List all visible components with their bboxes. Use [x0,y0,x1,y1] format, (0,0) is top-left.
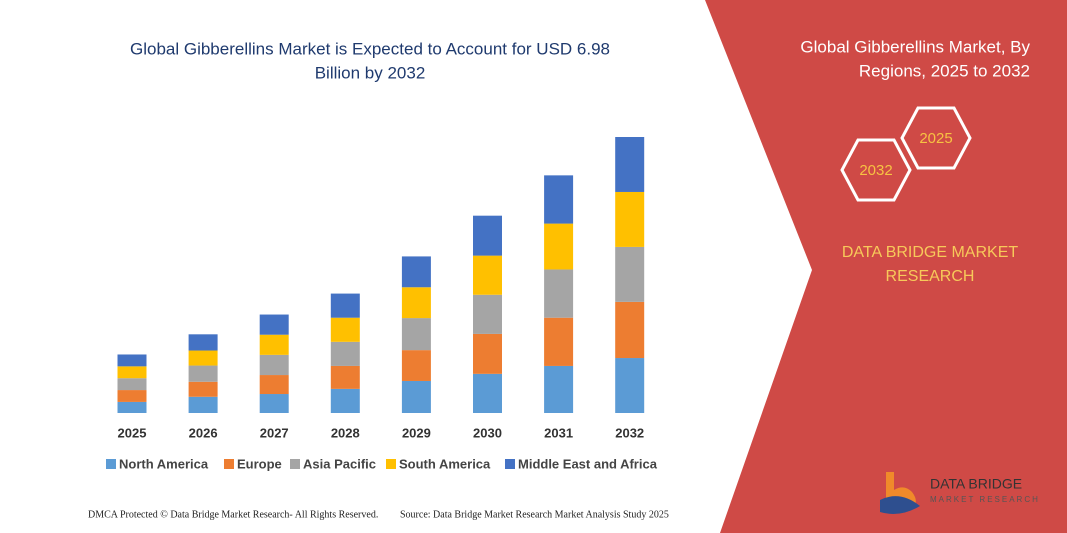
legend-swatch [290,459,300,469]
x-tick-label: 2026 [189,425,218,440]
bar-segment [473,373,502,413]
bar-segment [615,358,645,413]
legend-label: South America [399,456,491,471]
bar-segment [544,223,574,270]
x-tick-label: 2032 [615,425,644,440]
x-tick-label: 2028 [331,425,360,440]
logo-tagline: MARKET RESEARCH [930,495,1040,504]
bar-segment [259,394,289,413]
bar-segment [188,334,218,351]
bar-segment [473,215,502,256]
hex-label: 2032 [859,162,892,179]
legend-swatch [224,459,234,469]
title: Global Gibberellins Market is Expected t… [130,39,610,58]
bar-segment [615,246,645,302]
legend-label: Europe [237,456,282,471]
legend-swatch [386,459,396,469]
legend-label: North America [119,456,209,471]
footer: Source: Data Bridge Market Research Mark… [400,509,669,520]
legend-label: Asia Pacific [303,456,376,471]
hex-label: 2025 [919,130,952,147]
x-tick-label: 2031 [544,425,573,440]
footer: DMCA Protected © Data Bridge Market Rese… [88,509,378,520]
legend-label: Middle East and Africa [518,456,658,471]
bar-segment [615,191,645,247]
bar-segment [117,378,147,391]
bar-segment [188,381,218,397]
side-panel [705,0,1067,533]
bar-segment [330,293,360,318]
brand: RESEARCH [886,268,975,285]
logo-name: DATA BRIDGE [930,476,1022,492]
legend-swatch [505,459,515,469]
bar-segment [473,255,502,295]
bar-segment [259,375,289,395]
logo [880,472,920,514]
bar-segment [259,314,289,335]
bar-segment [330,365,360,389]
bar-segment [330,388,360,413]
bar-segment [544,175,574,224]
bar-segment [117,354,147,367]
bar-segment [544,317,574,366]
x-tick-label: 2025 [118,425,147,440]
bar-segment [117,366,147,379]
bar-segment [188,365,218,382]
bar-segment [330,317,360,342]
bar-segment [401,287,431,319]
bar-segment [259,334,289,355]
title: Billion by 2032 [315,63,426,82]
bar-segment [259,354,289,376]
x-tick-label: 2030 [473,425,502,440]
bar-segment [117,390,147,402]
brand: DATA BRIDGE MARKET [842,244,1019,261]
logo-mark [880,496,920,514]
bar-segment [401,256,431,288]
x-tick-label: 2027 [260,425,289,440]
bar-segment [401,350,431,381]
panel-title: Global Gibberellins Market, By [800,37,1030,56]
bar-segment [188,396,218,413]
legend-swatch [106,459,116,469]
x-tick-label: 2029 [402,425,431,440]
bar-segment [615,301,645,359]
bar-segment [401,318,431,351]
bar-segment [473,294,502,334]
bar-segment [117,401,147,413]
hexagon [900,106,972,170]
bar-segment [615,137,645,192]
bar-segment [544,365,574,413]
bar-segment [473,333,502,374]
panel-title: Regions, 2025 to 2032 [859,61,1030,80]
bar-segment [188,350,218,366]
bar-segment [544,269,574,318]
hexagon [840,138,912,202]
bar-segment [401,380,431,413]
bar-segment [330,341,360,366]
